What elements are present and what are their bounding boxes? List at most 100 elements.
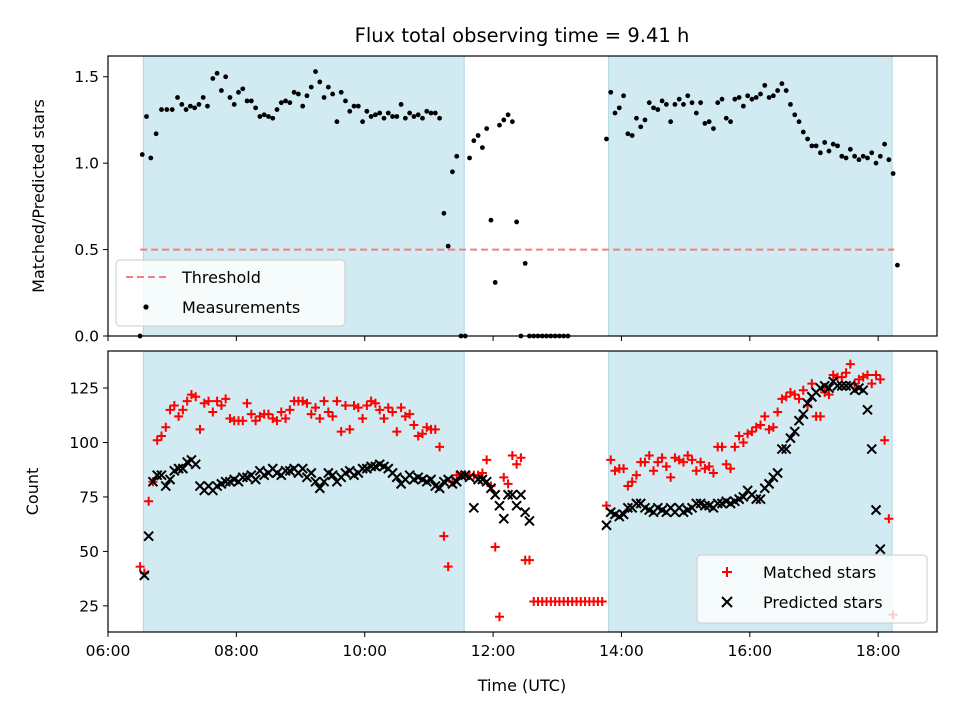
data-point bbox=[696, 457, 706, 467]
data-point bbox=[261, 112, 267, 118]
data-point bbox=[515, 489, 527, 500]
data-point bbox=[471, 138, 477, 144]
data-point bbox=[439, 531, 449, 541]
x-tick-label: 10:00 bbox=[342, 642, 387, 660]
data-point bbox=[353, 403, 363, 413]
data-point bbox=[792, 112, 798, 118]
data-point bbox=[287, 100, 293, 106]
data-point bbox=[178, 405, 188, 415]
data-point bbox=[712, 498, 723, 509]
data-point bbox=[251, 416, 261, 426]
data-point bbox=[388, 407, 398, 417]
data-point bbox=[683, 451, 693, 461]
data-point bbox=[468, 502, 480, 514]
data-point bbox=[499, 472, 509, 482]
data-point bbox=[622, 502, 634, 514]
data-point bbox=[424, 108, 430, 114]
data-point bbox=[788, 101, 793, 107]
legend-label: Predicted stars bbox=[763, 593, 883, 612]
data-point bbox=[210, 76, 216, 81]
x-tick-label: 12:00 bbox=[471, 642, 516, 660]
data-point bbox=[751, 493, 762, 505]
data-point bbox=[392, 427, 402, 437]
data-point bbox=[351, 103, 357, 109]
data-point bbox=[726, 464, 736, 474]
data-point bbox=[173, 463, 184, 474]
data-point bbox=[310, 476, 321, 487]
data-point bbox=[311, 403, 321, 413]
data-point bbox=[895, 262, 900, 268]
data-point bbox=[687, 455, 697, 465]
data-point bbox=[164, 107, 170, 112]
x-tick-label: 06:00 bbox=[86, 642, 131, 660]
data-point bbox=[840, 380, 852, 392]
data-point bbox=[296, 91, 301, 97]
data-point bbox=[365, 461, 377, 472]
data-point bbox=[877, 153, 883, 159]
legend-label: Matched stars bbox=[763, 563, 876, 582]
data-point bbox=[505, 112, 511, 118]
data-point bbox=[644, 451, 654, 461]
chart-panels: 0.0 0.5 1.0 1.5 Matched/Predicted stars Thres… bbox=[23, 55, 938, 660]
data-point bbox=[281, 414, 291, 424]
data-point bbox=[749, 96, 755, 102]
data-point bbox=[740, 103, 746, 109]
legend-box bbox=[696, 554, 928, 624]
data-point bbox=[246, 409, 256, 419]
data-point bbox=[183, 107, 189, 112]
series-matched-stars bbox=[135, 359, 898, 622]
data-point bbox=[756, 420, 766, 430]
data-point bbox=[411, 114, 417, 119]
data-point bbox=[355, 103, 361, 109]
data-point bbox=[223, 74, 229, 80]
data-point bbox=[495, 612, 505, 622]
data-point bbox=[790, 390, 800, 400]
data-point bbox=[768, 422, 778, 432]
data-point bbox=[507, 489, 518, 500]
data-point bbox=[334, 119, 340, 125]
data-point bbox=[824, 390, 834, 400]
y-tick-label: 100 bbox=[69, 434, 99, 452]
y-tick-label: 125 bbox=[69, 380, 99, 398]
data-point bbox=[789, 426, 800, 437]
data-point bbox=[455, 469, 467, 481]
y-tick-label: 1.0 bbox=[74, 155, 99, 173]
data-point bbox=[472, 474, 484, 485]
data-point bbox=[818, 150, 823, 156]
data-point bbox=[200, 95, 206, 100]
data-point bbox=[340, 400, 350, 410]
data-point bbox=[236, 89, 241, 95]
x-tick-label: 08:00 bbox=[214, 642, 259, 660]
data-point bbox=[481, 476, 492, 487]
data-point bbox=[798, 408, 809, 420]
data-point bbox=[212, 396, 222, 406]
data-point bbox=[144, 496, 154, 506]
data-point bbox=[494, 500, 505, 511]
data-point bbox=[822, 140, 828, 145]
data-point bbox=[291, 89, 297, 95]
data-point bbox=[760, 411, 770, 421]
data-point bbox=[161, 422, 171, 432]
data-point bbox=[208, 407, 218, 417]
data-point bbox=[492, 280, 498, 285]
data-point bbox=[152, 435, 162, 445]
data-point bbox=[524, 515, 535, 527]
data-point bbox=[454, 153, 460, 159]
data-point bbox=[266, 114, 271, 119]
data-point bbox=[330, 91, 336, 97]
data-point bbox=[852, 153, 858, 159]
data-point bbox=[479, 145, 485, 151]
data-point bbox=[319, 396, 329, 406]
data-point bbox=[601, 520, 612, 531]
data-point bbox=[619, 464, 629, 474]
figure-title: Flux total observing time = 9.41 h bbox=[355, 24, 690, 47]
panel-1: 0.0 0.5 1.0 1.5 Matched/Predicted stars Thres… bbox=[29, 55, 938, 346]
data-point bbox=[244, 98, 250, 104]
data-point bbox=[174, 411, 184, 421]
data-point bbox=[631, 470, 641, 480]
data-point bbox=[711, 126, 716, 131]
data-point bbox=[441, 210, 447, 216]
data-point bbox=[242, 398, 252, 408]
data-point bbox=[717, 442, 727, 452]
data-point bbox=[373, 112, 378, 118]
